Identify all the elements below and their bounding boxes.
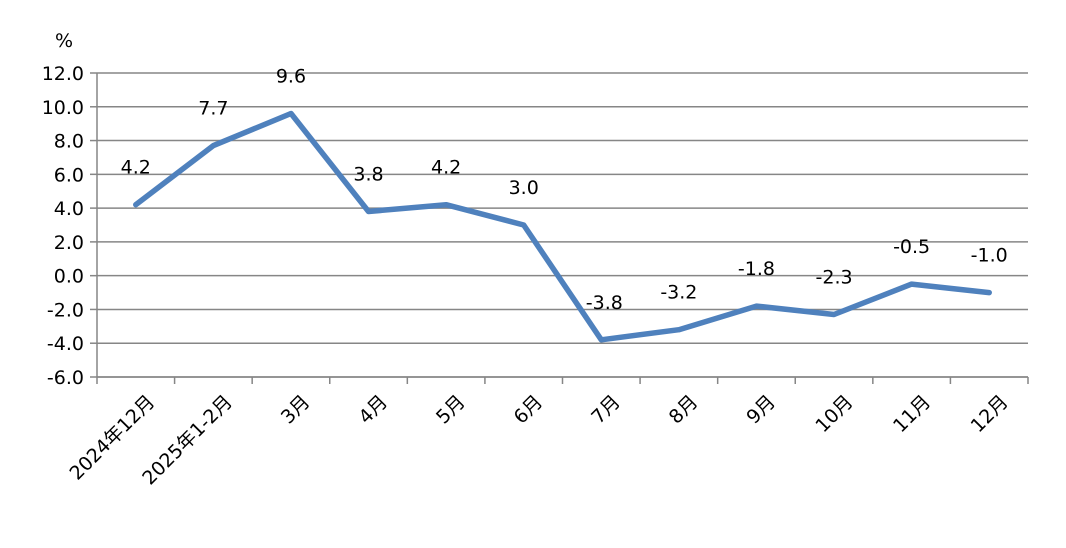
- y-tick-label: 8.0: [54, 131, 84, 153]
- data-label: -1.8: [738, 258, 775, 280]
- data-label: -0.5: [893, 236, 930, 258]
- y-axis-unit: %: [55, 30, 73, 52]
- data-label: 7.7: [198, 98, 228, 120]
- data-label: 3.0: [509, 177, 539, 199]
- data-point: [288, 111, 294, 117]
- data-point: [366, 208, 372, 214]
- y-tick-label: 6.0: [54, 164, 84, 186]
- x-tick-label: 5月: [432, 391, 470, 429]
- gridlines: [97, 72, 1028, 378]
- data-label: -2.3: [816, 267, 853, 289]
- x-tick-label: 6月: [510, 391, 548, 429]
- data-point: [909, 281, 915, 287]
- y-tick-label: -6.0: [47, 367, 84, 389]
- y-tick-label: -2.0: [47, 299, 84, 321]
- data-label: -1.0: [971, 245, 1008, 267]
- data-point: [831, 312, 837, 318]
- x-tick-label: 12月: [967, 391, 1013, 437]
- data-label: 4.2: [121, 157, 151, 179]
- data-point: [986, 290, 992, 296]
- x-tick-label: 10月: [811, 391, 857, 437]
- data-point: [598, 337, 604, 343]
- y-tick-label: 2.0: [54, 232, 84, 254]
- data-label: 9.6: [276, 66, 306, 88]
- x-tick-label: 4月: [354, 391, 392, 429]
- data-point: [753, 303, 759, 309]
- y-axis-ticks: 12.0 10.0 8.0 6.0 4.0 2.0 0.0 -2.0 -4.0 -6.0: [42, 63, 97, 389]
- y-tick-label: -4.0: [47, 333, 84, 355]
- data-point: [443, 202, 449, 208]
- y-tick-label: 4.0: [54, 198, 84, 220]
- x-tick-label: 9月: [742, 391, 780, 429]
- x-tick-label: 7月: [587, 391, 625, 429]
- data-labels: 4.2 7.7 9.6 3.8 4.2 3.0 -3.8 -3.2 -1.8 -2.3 -0.5 -1…: [121, 66, 1008, 314]
- data-point: [210, 143, 216, 149]
- x-tick-label: 11月: [889, 391, 935, 437]
- data-label: 3.8: [353, 163, 383, 185]
- data-label: -3.8: [586, 292, 623, 314]
- x-tick-label: 8月: [665, 391, 703, 429]
- data-point: [133, 202, 139, 208]
- data-label: -3.2: [660, 282, 697, 304]
- series-polyline: [133, 110, 992, 343]
- series-line: [133, 110, 992, 343]
- data-point: [676, 327, 682, 333]
- y-tick-label: 10.0: [42, 97, 84, 119]
- x-tick-label: 3月: [277, 391, 315, 429]
- data-point: [521, 222, 527, 228]
- y-tick-label: 12.0: [42, 63, 84, 85]
- y-tick-label: 0.0: [54, 266, 84, 288]
- data-label: 4.2: [431, 157, 461, 179]
